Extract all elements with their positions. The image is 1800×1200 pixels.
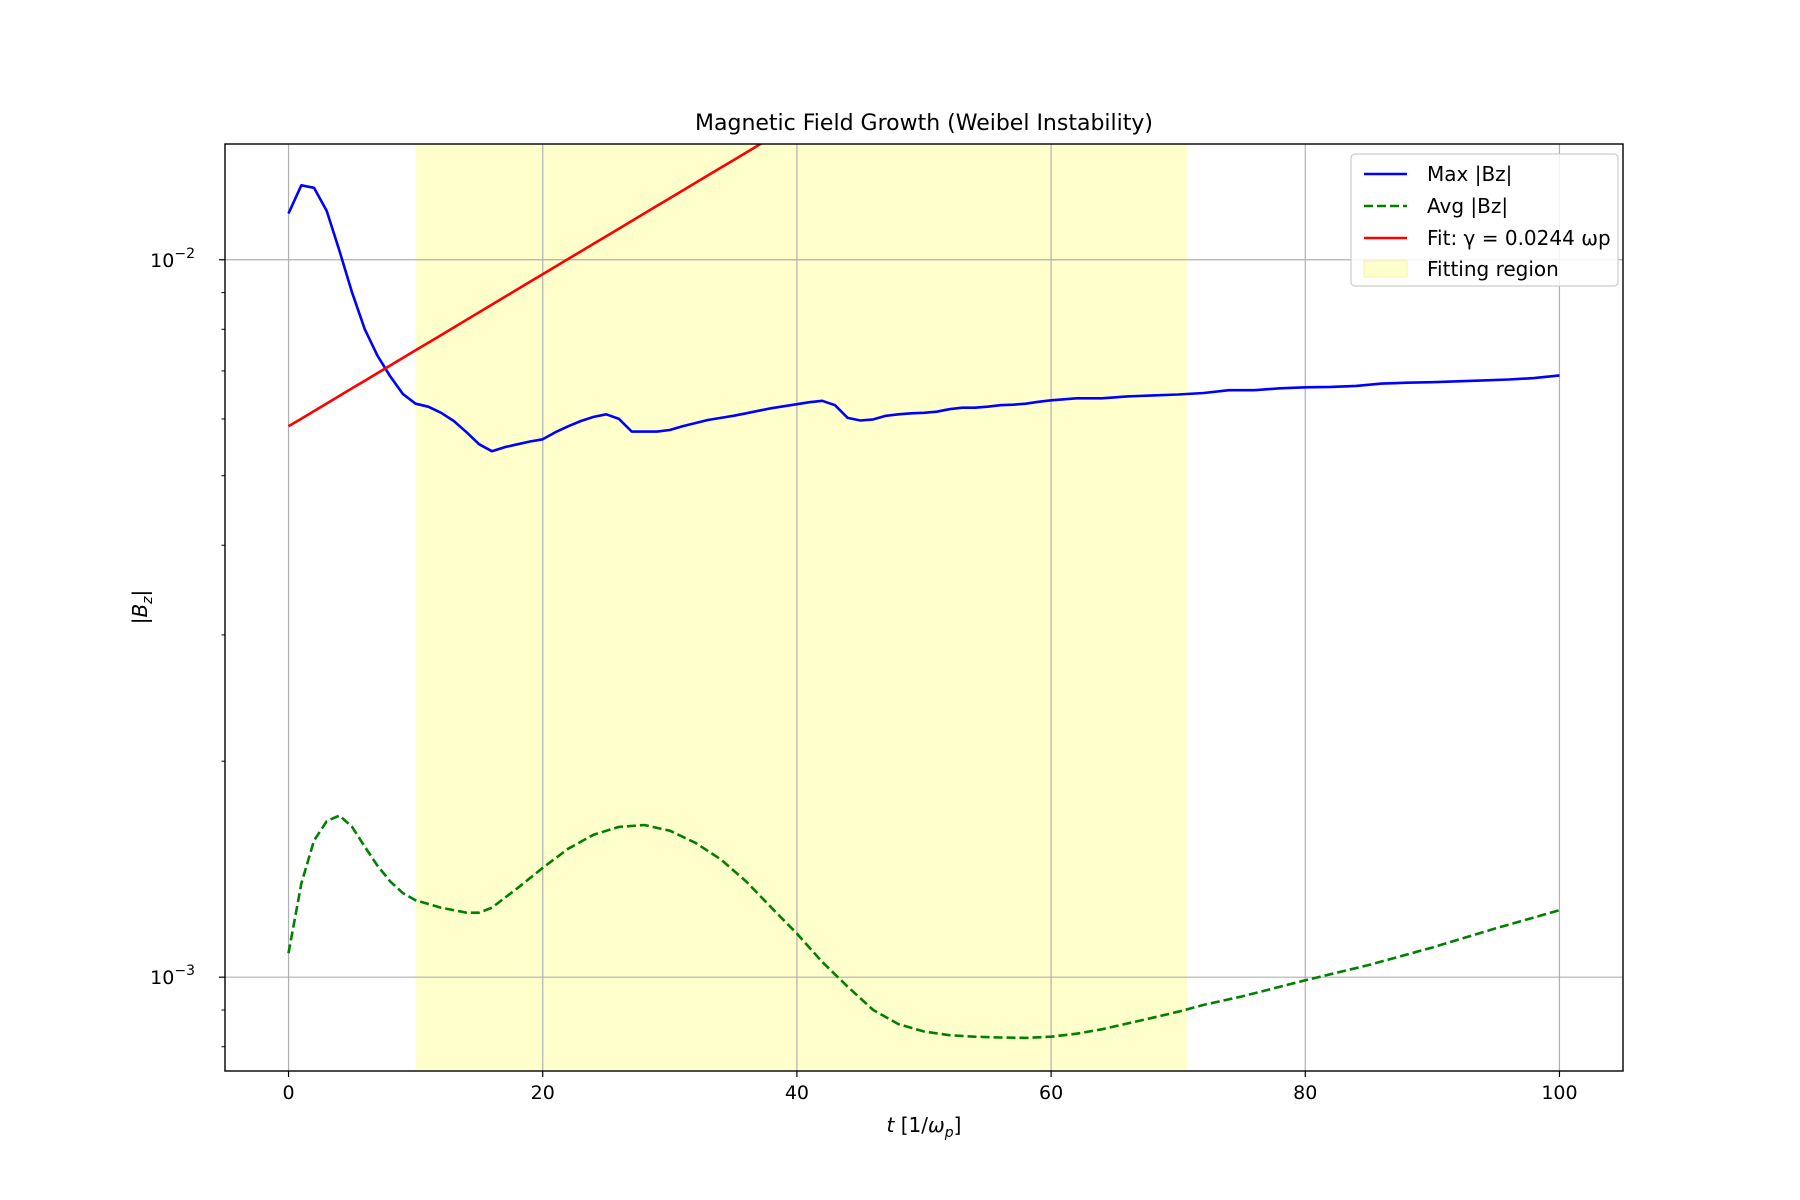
series-line-0 (287, 184, 1560, 453)
plot-area (224, 143, 1624, 1072)
y-axis: 10−2 10−3 (150, 246, 225, 1048)
y-axis-label: |Bz| (128, 590, 156, 625)
y-tick-label: 10−3 (150, 963, 195, 989)
series-lines (287, 144, 1560, 1040)
y-tick-label: 10−2 (150, 246, 195, 272)
x-axis-label: t [1/ωp] (887, 1113, 962, 1141)
x-tick-label: 40 (785, 1082, 809, 1104)
legend-label-0: Max |Bz| (1427, 162, 1512, 186)
x-axis: 0 20 40 60 80 100 (282, 1071, 1578, 1104)
legend-frame (1350, 153, 1619, 287)
x-tick-label: 0 (282, 1082, 294, 1104)
x-tick-label: 20 (531, 1082, 555, 1104)
chart-title: Magnetic Field Growth (Weibel Instabilit… (695, 111, 1153, 136)
series-line-2 (287, 144, 764, 428)
legend-label-region: Fitting region (1427, 257, 1559, 281)
legend-swatch-region (1363, 260, 1408, 278)
fitting-region (415, 144, 1188, 1071)
series-line-1 (287, 814, 1560, 1040)
x-tick-label: 100 (1541, 1082, 1577, 1104)
x-tick-label: 60 (1039, 1082, 1063, 1104)
legend: Max |Bz| Avg |Bz| Fit: γ = 0.0244 ωp Fittin… (1350, 153, 1619, 287)
legend-label-2: Fit: γ = 0.0244 ωp (1427, 226, 1611, 250)
plot-frame (224, 143, 1624, 1072)
legend-label-1: Avg |Bz| (1427, 194, 1508, 218)
x-tick-label: 80 (1293, 1082, 1317, 1104)
